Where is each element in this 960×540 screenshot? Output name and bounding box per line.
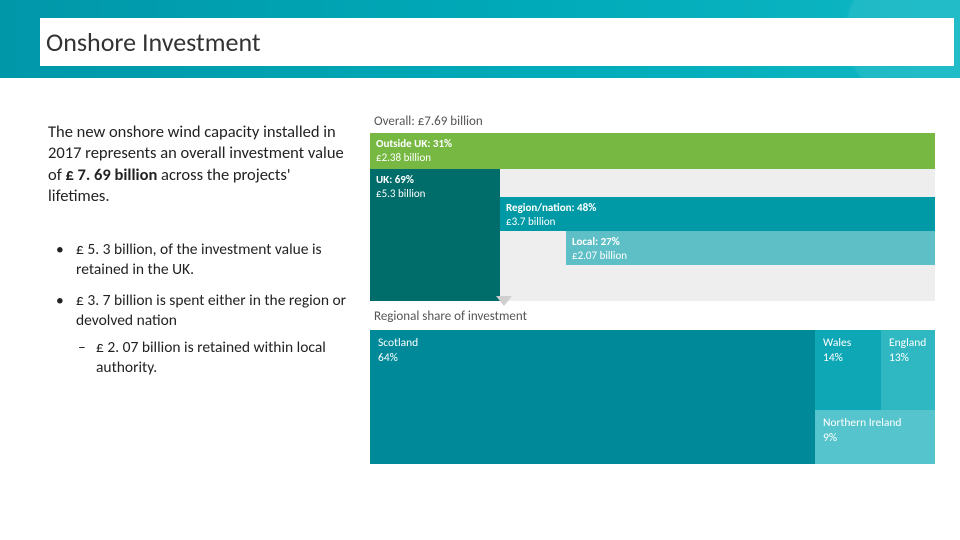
bullet-list: £ 5. 3 billion, of the investment value … (48, 240, 352, 379)
treemap-cell: Scotland64% (370, 330, 815, 464)
pointer-icon (496, 296, 512, 306)
body: The new onshore wind capacity installed … (0, 78, 960, 540)
waterfall-bar: Region/nation: 48%£3.7 billion (500, 197, 935, 231)
header-banner: Onshore Investment (0, 0, 960, 78)
waterfall-bar: Local: 27%£2.07 billion (566, 231, 935, 265)
page-title: Onshore Investment (40, 18, 954, 66)
intro-paragraph: The new onshore wind capacity installed … (48, 122, 352, 208)
waterfall-chart: Outside UK: 31%£2.38 billionUK: 69%£5.3 … (370, 133, 935, 301)
intro-bold: £ 7. 69 billion (65, 165, 157, 185)
treemap-cell: England13% (881, 330, 935, 410)
sub-bullet-item: £ 2. 07 billion is retained within local… (76, 338, 352, 379)
treemap-chart: Scotland64%Wales14%England13%Northern Ir… (370, 330, 935, 464)
figure: Overall: £7.69 billion Outside UK: 31%£2… (370, 108, 935, 464)
regional-label: Regional share of investment (370, 301, 935, 330)
bullet-item: £ 3. 7 billion is spent either in the re… (52, 291, 352, 379)
treemap-cell: Northern Ireland9% (815, 410, 935, 464)
sub-bullet-list: £ 2. 07 billion is retained within local… (76, 338, 352, 379)
bullet-text: £ 3. 7 billion is spent either in the re… (76, 291, 346, 330)
bullet-item: £ 5. 3 billion, of the investment value … (52, 240, 352, 281)
slide: Onshore Investment The new onshore wind … (0, 0, 960, 540)
treemap-cell: Wales14% (815, 330, 881, 410)
overall-label: Overall: £7.69 billion (370, 108, 935, 133)
left-column: The new onshore wind capacity installed … (0, 78, 370, 540)
right-column: Overall: £7.69 billion Outside UK: 31%£2… (370, 78, 960, 540)
waterfall-bar: Outside UK: 31%£2.38 billion (370, 133, 935, 169)
waterfall-bar: UK: 69%£5.3 billion (370, 169, 500, 301)
